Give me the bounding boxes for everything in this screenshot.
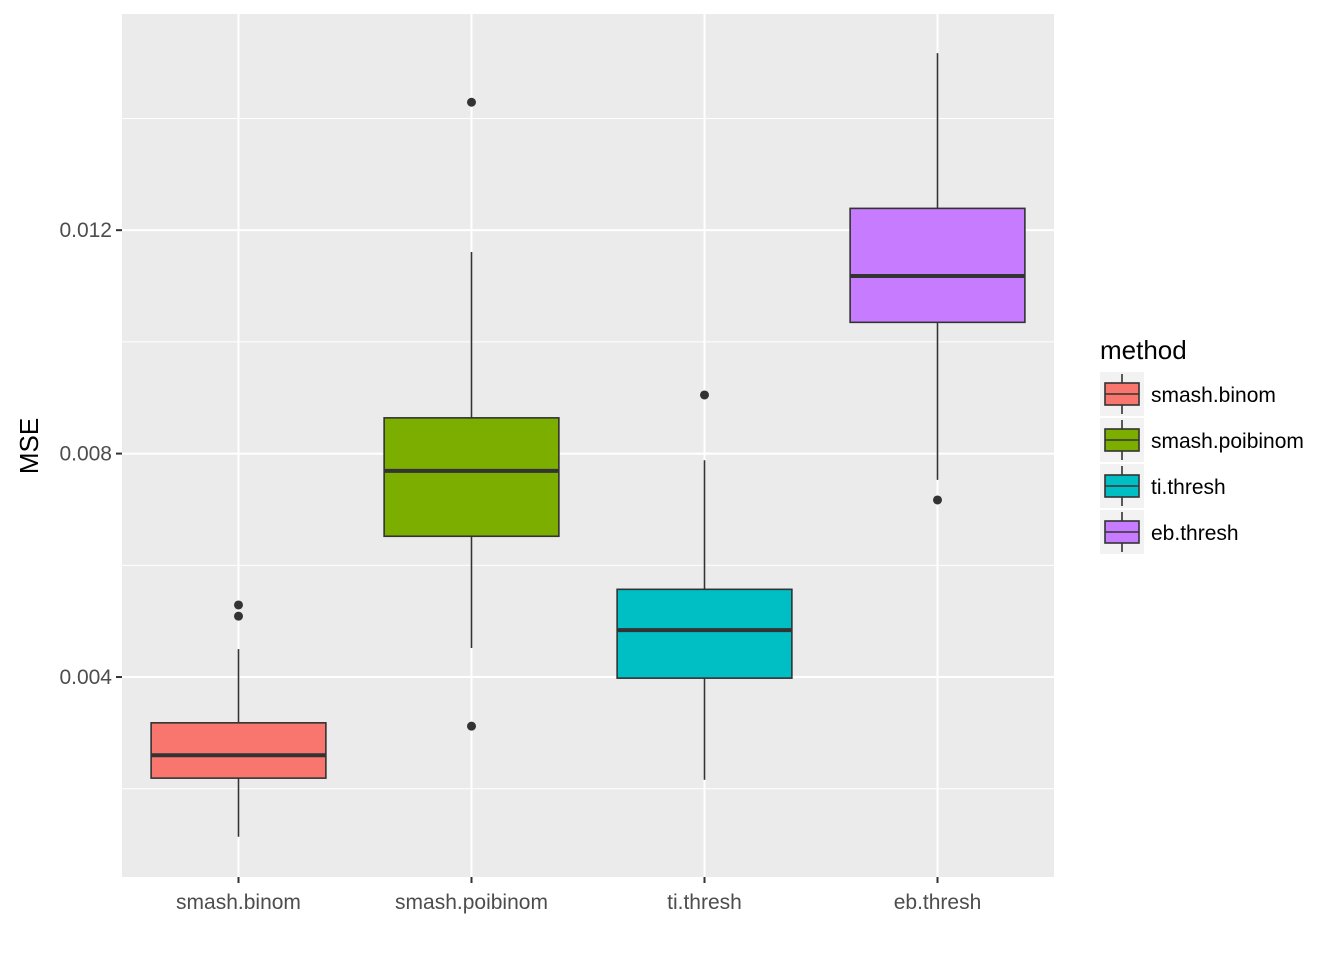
box-smash.poibinom — [383, 97, 560, 731]
legend-label: eb.thresh — [1151, 522, 1239, 545]
legend-item-ti.thresh: ti.thresh — [1100, 464, 1226, 508]
legend-label: ti.thresh — [1151, 476, 1226, 499]
y-axis-label: MSE — [14, 418, 44, 474]
box-ti.thresh — [616, 390, 793, 780]
outlier-point — [700, 390, 709, 400]
outlier-point — [933, 495, 942, 505]
box-iqr — [849, 207, 1026, 324]
legend-title: method — [1100, 335, 1187, 365]
outlier-point — [234, 611, 243, 621]
x-tick-label: ti.thresh — [667, 891, 742, 914]
legend-item-smash.poibinom: smash.poibinom — [1100, 418, 1304, 462]
outlier-point — [467, 97, 476, 107]
legend-item-smash.binom: smash.binom — [1100, 372, 1276, 416]
box-iqr — [383, 417, 560, 538]
x-tick-label: eb.thresh — [894, 891, 982, 914]
outlier-point — [234, 600, 243, 610]
legend: method smash.binom smash.poibinom ti.thres… — [1100, 335, 1304, 554]
outlier-point — [467, 721, 476, 731]
legend-label: smash.binom — [1151, 384, 1276, 407]
x-tick-label: smash.binom — [176, 891, 301, 914]
y-tick-label: 0.004 — [59, 666, 112, 689]
box-smash.binom — [150, 600, 327, 837]
box-iqr — [616, 588, 793, 679]
y-tick-label: 0.008 — [59, 443, 112, 466]
legend-item-eb.thresh: eb.thresh — [1100, 510, 1239, 554]
box-iqr — [150, 722, 327, 779]
x-tick-label: smash.poibinom — [395, 891, 548, 914]
box-eb.thresh — [849, 53, 1026, 505]
y-tick-label: 0.012 — [59, 219, 112, 242]
legend-label: smash.poibinom — [1151, 430, 1304, 453]
